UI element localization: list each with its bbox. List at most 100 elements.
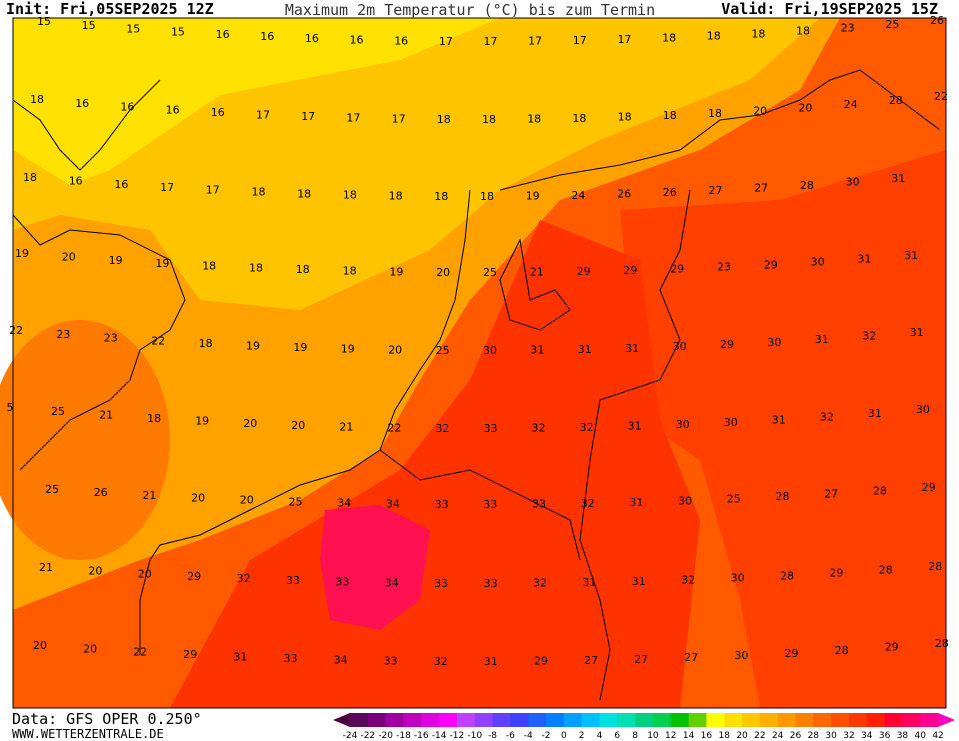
temperature-value: 29 bbox=[623, 264, 637, 277]
temperature-value: 31 bbox=[857, 252, 871, 265]
temperature-value: 31 bbox=[530, 344, 544, 357]
temperature-value: 5 bbox=[7, 401, 14, 414]
colorbar-label: 42 bbox=[932, 731, 943, 741]
colorbar-high bbox=[938, 713, 956, 727]
colorbar-label: -2 bbox=[542, 731, 551, 741]
temperature-value: 30 bbox=[724, 416, 738, 429]
colorbar-label: -8 bbox=[488, 731, 497, 741]
temperature-value: 29 bbox=[764, 258, 778, 271]
temperature-value: 33 bbox=[435, 498, 449, 511]
temperature-value: 18 bbox=[662, 32, 676, 45]
temperature-value: 29 bbox=[785, 647, 799, 660]
temperature-value: 21 bbox=[142, 489, 156, 502]
temperature-value: 16 bbox=[305, 32, 319, 45]
colorbar-label: 30 bbox=[825, 731, 837, 741]
temperature-value: 29 bbox=[720, 338, 734, 351]
temperature-value: 22 bbox=[151, 334, 165, 347]
colorbar-label: -22 bbox=[360, 731, 375, 741]
temperature-value: 29 bbox=[577, 265, 591, 278]
colorbar-box bbox=[510, 713, 529, 727]
colorbar-label: 18 bbox=[718, 731, 730, 741]
colorbar-label: 40 bbox=[915, 731, 927, 741]
site-name: WWW.WETTERZENTRALE.DE bbox=[12, 727, 164, 741]
temperature-value: 19 bbox=[246, 339, 260, 352]
temperature-value: 16 bbox=[211, 106, 225, 119]
temperature-value: 23 bbox=[841, 21, 855, 34]
colorbar-box bbox=[546, 713, 565, 727]
colorbar-label: 8 bbox=[632, 731, 638, 741]
temperature-value: 31 bbox=[625, 342, 639, 355]
colorbar-box bbox=[635, 713, 654, 727]
colorbar-box bbox=[652, 713, 672, 727]
temperature-value: 21 bbox=[339, 420, 353, 433]
temperature-value: 18 bbox=[751, 27, 765, 40]
temperature-value: 31 bbox=[578, 343, 592, 356]
temperature-value: 18 bbox=[23, 171, 37, 184]
temperature-value: 20 bbox=[798, 101, 812, 114]
colorbar-box bbox=[866, 713, 886, 727]
colorbar-label: -14 bbox=[432, 731, 447, 741]
temperature-value: 16 bbox=[120, 100, 134, 113]
colorbar-box bbox=[421, 713, 440, 727]
colorbar-label: 32 bbox=[843, 731, 854, 741]
temperature-value: 33 bbox=[384, 654, 398, 667]
colorbar-box bbox=[670, 713, 690, 727]
temperature-value: 20 bbox=[138, 567, 152, 580]
temperature-value: 18 bbox=[343, 264, 357, 277]
temperature-value: 33 bbox=[286, 574, 300, 587]
temperature-value: 18 bbox=[297, 187, 311, 200]
temperature-value: 28 bbox=[879, 564, 893, 577]
temperature-value: 30 bbox=[734, 649, 748, 662]
temperature-value: 18 bbox=[249, 261, 263, 274]
temperature-value: 28 bbox=[928, 560, 942, 573]
colorbar-low bbox=[333, 713, 350, 727]
temperature-value: 27 bbox=[634, 653, 648, 666]
temperature-value: 22 bbox=[133, 645, 147, 658]
colorbar-box bbox=[724, 713, 743, 727]
temperature-value: 28 bbox=[935, 637, 949, 650]
colorbar-label: -6 bbox=[506, 731, 515, 741]
temperature-value: 17 bbox=[346, 112, 360, 125]
colorbar-box bbox=[599, 713, 618, 727]
temperature-value: 26 bbox=[617, 188, 631, 201]
temperature-value: 18 bbox=[147, 412, 161, 425]
temperature-value: 27 bbox=[684, 651, 698, 664]
colorbar-box bbox=[367, 713, 387, 727]
colorbar-label: 0 bbox=[561, 731, 567, 741]
temperature-value: 18 bbox=[437, 113, 451, 126]
colorbar-label: 34 bbox=[861, 731, 873, 741]
temperature-value: 21 bbox=[530, 266, 544, 279]
colorbar-box bbox=[385, 713, 404, 727]
temperature-value: 25 bbox=[483, 266, 497, 279]
temperature-value: 18 bbox=[618, 111, 632, 124]
temperature-value: 18 bbox=[482, 113, 496, 126]
colorbar-box bbox=[813, 713, 832, 727]
temperature-value: 31 bbox=[629, 496, 643, 509]
temperature-value: 25 bbox=[51, 405, 65, 418]
field-england bbox=[0, 320, 170, 560]
temperature-value: 33 bbox=[532, 498, 546, 511]
colorbar-label: 36 bbox=[879, 731, 891, 741]
temperature-value: 32 bbox=[681, 574, 695, 587]
temperature-value: 17 bbox=[484, 35, 498, 48]
temperature-value: 15 bbox=[126, 22, 140, 35]
colorbar-label: 28 bbox=[808, 731, 820, 741]
temperature-value: 20 bbox=[33, 639, 47, 652]
colorbar-label: -4 bbox=[524, 731, 533, 741]
temperature-value: 19 bbox=[109, 254, 123, 267]
coastlines bbox=[12, 69, 941, 701]
temperature-value: 17 bbox=[392, 112, 406, 125]
temperature-value: 18 bbox=[30, 93, 44, 106]
colorbar-box bbox=[742, 713, 761, 727]
temperature-value: 16 bbox=[350, 33, 364, 46]
temperature-value: 25 bbox=[727, 493, 741, 506]
temperature-value: 28 bbox=[873, 484, 887, 497]
colorbar-box bbox=[474, 713, 494, 727]
temperature-value: 16 bbox=[166, 104, 180, 117]
temperature-value: 32 bbox=[434, 655, 448, 668]
colorbar-box bbox=[350, 713, 369, 727]
colorbar-box bbox=[439, 713, 458, 727]
colorbar-label: 16 bbox=[701, 731, 713, 741]
temperature-value: 18 bbox=[572, 112, 586, 125]
temperature-value: 34 bbox=[337, 497, 351, 510]
